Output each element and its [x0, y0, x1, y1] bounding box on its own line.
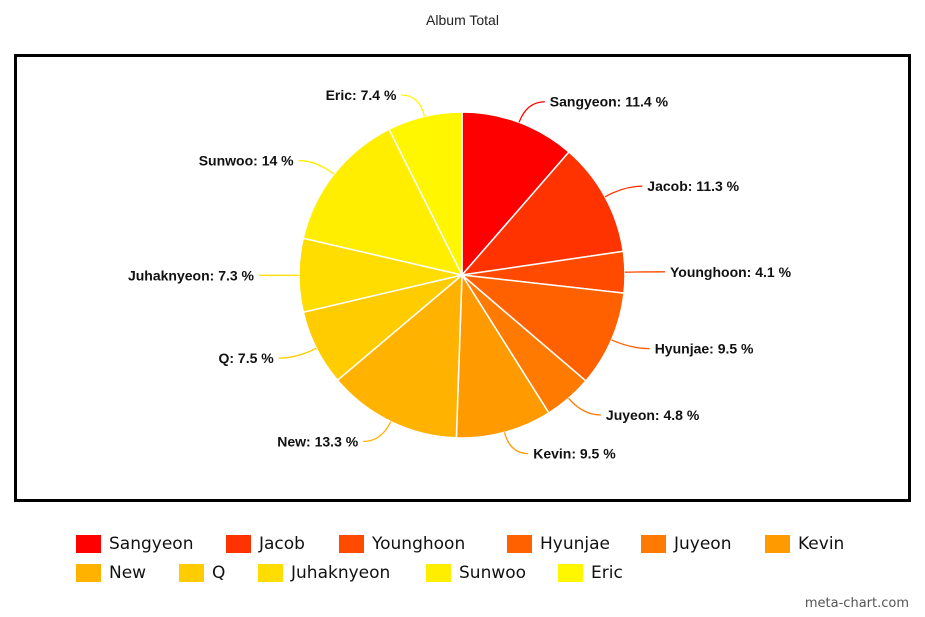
- leader-line-juyeon: [568, 397, 601, 416]
- slice-label-juhaknyeon: Juhaknyeon: 7.3 %: [128, 267, 255, 283]
- leader-line-sunwoo: [298, 159, 335, 175]
- pie-slice-sangyeon[interactable]: [461, 111, 570, 278]
- legend: Sangyeon Jacob Younghoon Hyunjae Juyeon …: [76, 529, 876, 587]
- pie-slice-hyunjae[interactable]: [459, 273, 625, 383]
- legend-item-q[interactable]: Q: [179, 563, 258, 583]
- legend-item-hyunjae[interactable]: Hyunjae: [507, 534, 641, 554]
- legend-label: Juyeon: [674, 533, 732, 554]
- legend-label: Eric: [591, 562, 623, 583]
- pie-slice-kevin[interactable]: [455, 272, 550, 439]
- slice-label-sunwoo: Sunwoo: 14 %: [199, 153, 294, 169]
- legend-item-kevin[interactable]: Kevin: [765, 534, 875, 554]
- legend-swatch: [507, 534, 532, 553]
- legend-label: Jacob: [259, 533, 305, 554]
- legend-item-juyeon[interactable]: Juyeon: [641, 534, 765, 554]
- legend-item-sangyeon[interactable]: Sangyeon: [76, 534, 226, 554]
- legend-swatch: [179, 563, 204, 582]
- slice-label-new: New: 13.3 %: [277, 433, 358, 449]
- legend-label: Kevin: [798, 533, 845, 554]
- slice-label-jacob: Jacob: 11.3 %: [647, 178, 739, 194]
- legend-row-1: Sangyeon Jacob Younghoon Hyunjae Juyeon …: [76, 529, 876, 558]
- legend-row-2: New Q Juhaknyeon Sunwoo Eric: [76, 558, 876, 587]
- credit-text: meta-chart.com: [804, 596, 909, 611]
- leader-line-eric: [401, 94, 426, 117]
- slice-label-q: Q: 7.5 %: [218, 350, 274, 366]
- legend-label: Sunwoo: [459, 562, 527, 583]
- legend-item-sunwoo[interactable]: Sunwoo: [426, 563, 558, 583]
- slice-label-eric: Eric: 7.4 %: [326, 87, 397, 103]
- legend-item-new[interactable]: New: [76, 563, 179, 583]
- legend-swatch: [558, 563, 583, 582]
- slice-label-sangyeon: Sangyeon: 11.4 %: [550, 94, 669, 110]
- legend-swatch: [641, 534, 666, 553]
- legend-swatch: [339, 534, 364, 553]
- leader-line-q: [278, 347, 317, 359]
- legend-swatch: [426, 563, 451, 582]
- legend-label: New: [109, 562, 147, 583]
- pie-slice-jacob[interactable]: [460, 150, 625, 277]
- chart-title: Album Total: [426, 12, 499, 28]
- legend-swatch: [76, 563, 101, 582]
- slice-label-kevin: Kevin: 9.5 %: [533, 446, 616, 462]
- pie-slice-new[interactable]: [336, 273, 463, 439]
- legend-label: Younghoon: [372, 533, 466, 554]
- legend-label: Hyunjae: [540, 533, 610, 554]
- legend-swatch: [226, 534, 251, 553]
- legend-swatch: [258, 563, 283, 582]
- legend-swatch: [765, 534, 790, 553]
- legend-swatch: [76, 534, 101, 553]
- legend-item-younghoon[interactable]: Younghoon: [339, 534, 507, 554]
- leader-line-hyunjae: [611, 339, 650, 350]
- leader-line-new: [363, 421, 392, 443]
- legend-item-jacob[interactable]: Jacob: [226, 534, 339, 554]
- legend-label: Sangyeon: [109, 533, 194, 554]
- leader-line-sangyeon: [518, 101, 545, 123]
- legend-label: Juhaknyeon: [291, 562, 391, 583]
- chart-frame: [14, 54, 911, 502]
- slice-label-juyeon: Juyeon: 4.8 %: [606, 407, 700, 423]
- legend-item-juhaknyeon[interactable]: Juhaknyeon: [258, 563, 426, 583]
- slice-label-hyunjae: Hyunjae: 9.5 %: [655, 341, 754, 357]
- leader-line-jacob: [604, 185, 643, 198]
- legend-label: Q: [212, 562, 226, 583]
- slice-label-younghoon: Younghoon: 4.1 %: [670, 264, 792, 280]
- leader-line-kevin: [503, 432, 529, 455]
- legend-item-eric[interactable]: Eric: [558, 563, 668, 583]
